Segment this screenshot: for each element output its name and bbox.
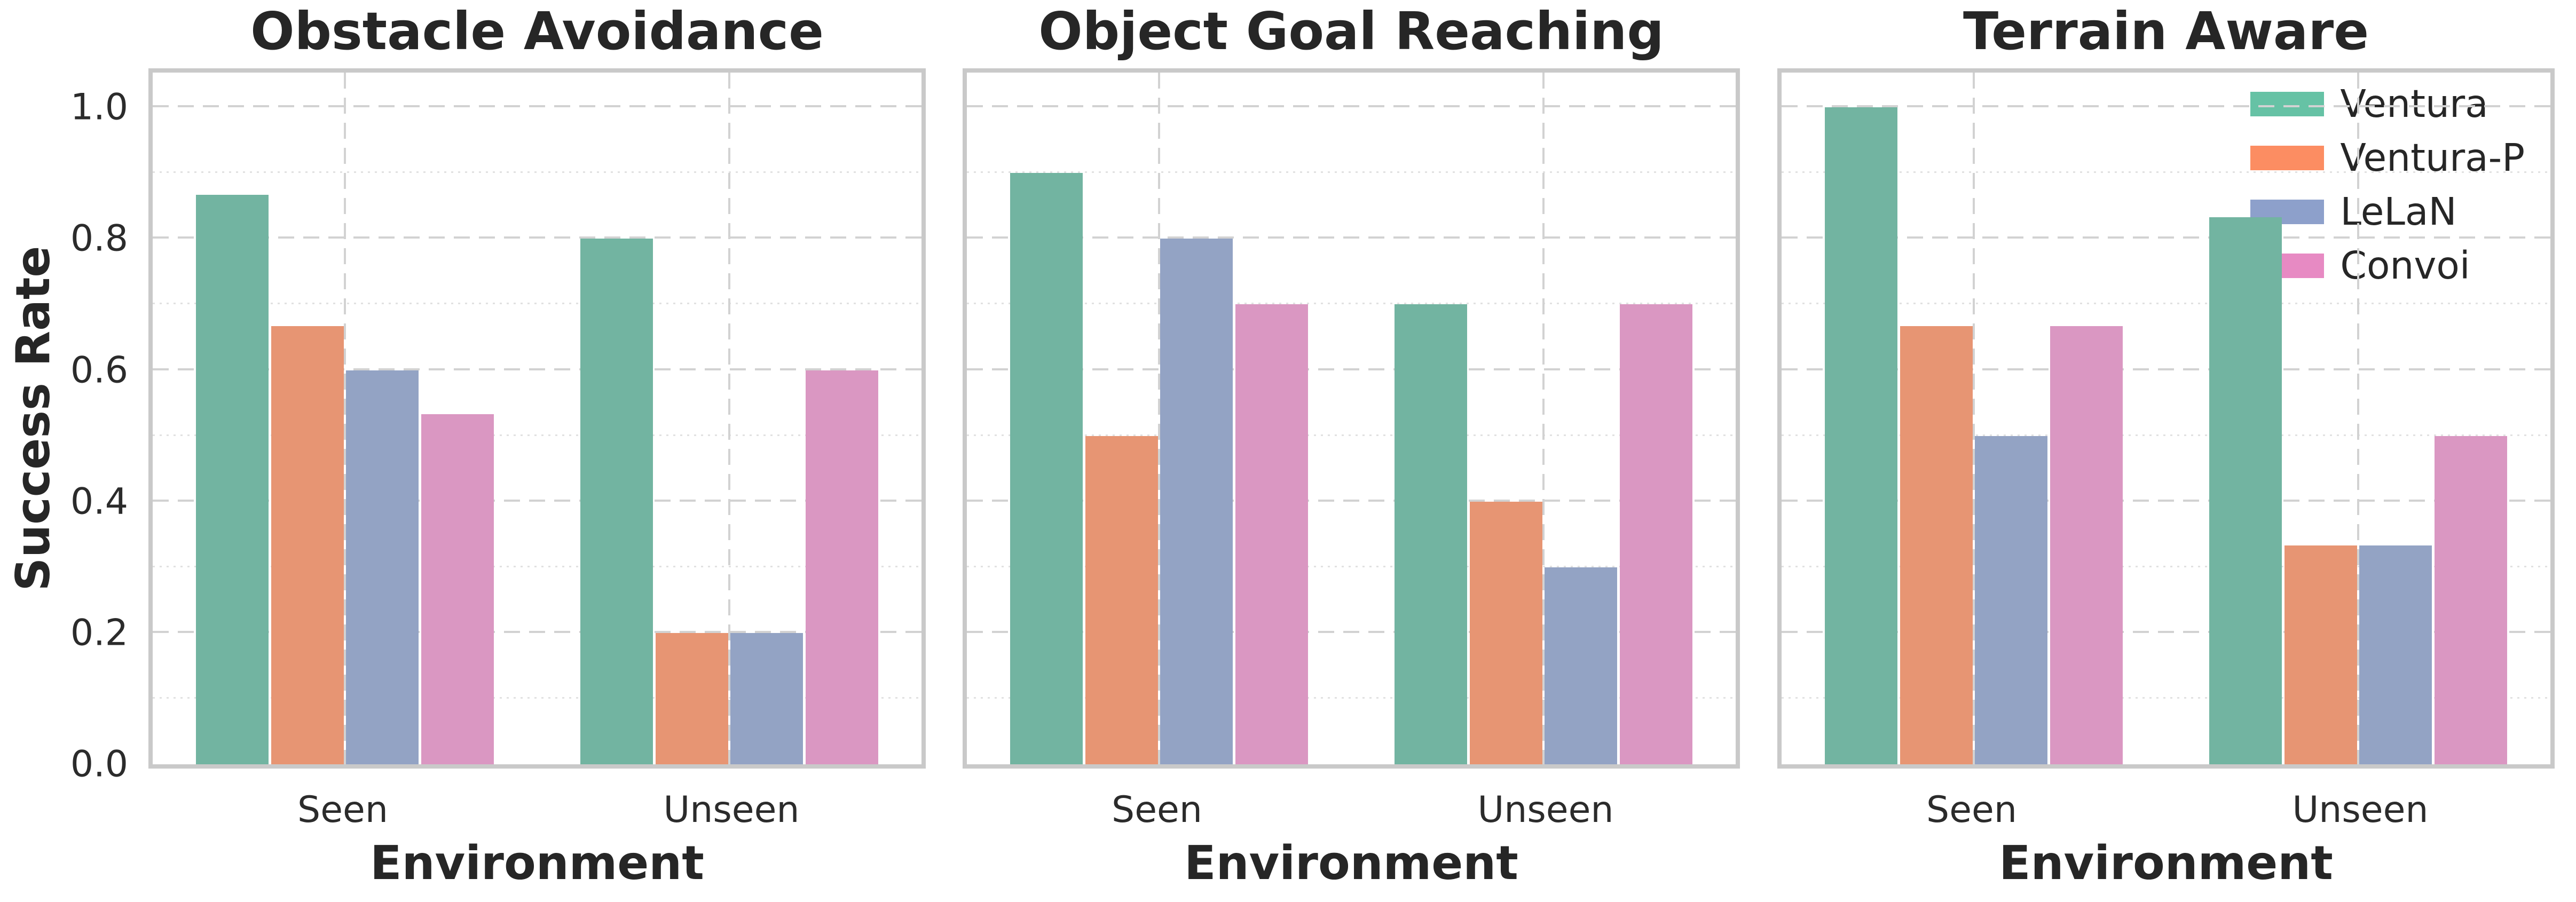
bar-lelan-unseen [1545,567,1618,764]
x-tick-unseen: Unseen [663,789,800,831]
minor-gridline-0.9 [153,171,921,173]
bar-ventura-p-unseen [1469,501,1542,764]
x-axis-label: Environment [1184,836,1518,890]
major-gridline-1.0 [967,105,1736,108]
x-tick-labels: Seen Unseen [1777,789,2555,837]
bar-convoi-unseen [805,370,879,764]
bar-convoi-seen [1235,304,1309,764]
legend-swatch-ventura-p [2250,145,2325,170]
legend-entry-ventura-p: Ventura-P [2250,131,2525,185]
panel-title: Obstacle Avoidance [250,1,824,61]
x-tick-unseen: Unseen [2292,789,2429,831]
y-axis-label: Success Rate [6,246,60,591]
x-tick-seen: Seen [1112,789,1202,831]
bar-convoi-seen [421,414,494,764]
bar-lelan-seen [1160,239,1233,764]
legend-label: Ventura [2340,82,2488,126]
x-tick-unseen: Unseen [1477,789,1614,831]
bar-ventura-unseen [2209,217,2282,764]
legend-entry-convoi: Convoi [2250,239,2525,292]
major-gridline-1.0 [153,105,921,108]
legend-swatch-ventura [2250,91,2325,116]
bar-lelan-seen [1975,436,2048,764]
panel-title: Terrain Aware [1963,1,2369,61]
axes-object-goal-reaching [963,68,1740,769]
legend-entry-lelan: LeLaN [2250,185,2525,239]
bar-lelan-seen [346,370,419,764]
bar-ventura-unseen [580,239,653,764]
legend-label: Convoi [2340,243,2470,288]
bar-ventura-p-seen [1900,326,1973,764]
panel-terrain-aware: Terrain Aware Ventura Ventura-P LeLaN Convo… [1777,0,2555,902]
bar-ventura-p-unseen [655,632,728,764]
panel-obstacle-avoidance: Obstacle Avoidance Seen Unseen Environme… [148,0,926,902]
x-tick-labels: Seen Unseen [963,789,1740,837]
y-tick-0.8: 0.8 [70,217,128,260]
legend: Ventura Ventura-P LeLaN Convoi [2250,77,2525,292]
bar-convoi-seen [2050,326,2123,764]
x-tick-seen: Seen [1926,789,2017,831]
bar-convoi-unseen [1619,304,1693,764]
bar-ventura-unseen [1394,304,1467,764]
axes-obstacle-avoidance [148,68,926,769]
y-tick-1.0: 1.0 [70,86,128,129]
axes-terrain-aware: Ventura Ventura-P LeLaN Convoi [1777,68,2555,769]
bar-lelan-unseen [730,632,803,764]
bar-ventura-p-seen [271,326,344,764]
panel-title: Object Goal Reaching [1038,1,1664,61]
x-axis-label: Environment [370,836,704,890]
x-tick-seen: Seen [297,789,388,831]
y-tick-0.4: 0.4 [70,480,128,523]
bar-ventura-seen [195,194,269,764]
bar-convoi-unseen [2434,436,2508,764]
legend-label: Ventura-P [2340,136,2525,180]
x-axis-label: Environment [1999,836,2333,890]
y-tick-0.0: 0.0 [70,743,128,786]
x-tick-labels: Seen Unseen [148,789,926,837]
bar-ventura-seen [1010,173,1083,764]
legend-entry-ventura: Ventura [2250,77,2525,131]
bar-ventura-seen [1824,107,1897,764]
y-tick-0.2: 0.2 [70,612,128,654]
panel-object-goal-reaching: Object Goal Reaching Seen Unseen Environ… [963,0,1740,902]
bar-ventura-p-seen [1085,436,1158,764]
legend-label: LeLaN [2340,189,2457,234]
bar-lelan-unseen [2359,545,2432,764]
bar-ventura-p-unseen [2284,545,2357,764]
y-tick-0.6: 0.6 [70,349,128,392]
